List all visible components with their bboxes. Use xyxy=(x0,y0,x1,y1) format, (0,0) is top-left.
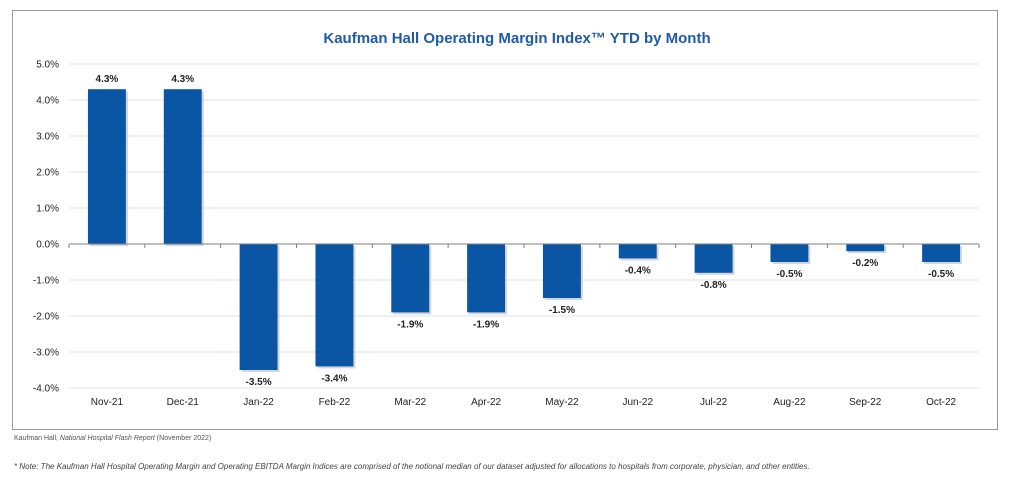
bar xyxy=(770,244,809,262)
gridlines xyxy=(69,63,979,389)
x-tick-label: May-22 xyxy=(545,397,579,408)
bar-chart: Kaufman Hall Operating Margin Index™ YTD… xyxy=(33,30,980,408)
y-tick-label: -3.0% xyxy=(33,348,59,359)
y-axis: 5.0% 4.0% 3.0% 2.0% 1.0% 0.0% -1.0% -2.0% -3.0% -… xyxy=(33,60,59,395)
data-label: -0.5% xyxy=(776,269,802,280)
y-tick-label: 5.0% xyxy=(36,60,59,71)
data-label: -1.9% xyxy=(397,319,423,330)
x-tick-label: Dec-21 xyxy=(167,397,200,408)
x-tick-label: Jan-22 xyxy=(243,397,274,408)
data-labels: 4.3% 4.3% -3.5% -3.4% -1.9% -1.9% -1.5% -0.4% -0… xyxy=(96,74,955,388)
x-tick-label: Jul-22 xyxy=(700,397,728,408)
bar xyxy=(467,244,506,313)
source-publication: National Hospital Flash Report xyxy=(59,435,155,442)
x-tick-label: Apr-22 xyxy=(471,397,501,408)
data-label: -1.9% xyxy=(473,319,499,330)
y-tick-label: -2.0% xyxy=(33,312,59,323)
x-tick-label: Oct-22 xyxy=(926,397,956,408)
x-tick-label: Aug-22 xyxy=(773,397,806,408)
bar xyxy=(922,244,961,262)
footnote: * Note: The Kaufman Hall Hospital Operat… xyxy=(14,462,810,471)
source-note: Kaufman Hall, National Hospital Flash Re… xyxy=(14,435,211,442)
bar xyxy=(618,244,657,259)
data-label: -1.5% xyxy=(549,305,575,316)
chart-frame: Kaufman Hall Operating Margin Index™ YTD… xyxy=(12,10,998,430)
x-tick-label: Feb-22 xyxy=(319,397,351,408)
y-tick-label: 3.0% xyxy=(36,132,59,143)
y-tick-label: -4.0% xyxy=(33,384,59,395)
bars xyxy=(87,89,963,372)
source-suffix: (November 2022) xyxy=(154,435,212,442)
data-label: -0.5% xyxy=(928,269,954,280)
y-tick-label: 2.0% xyxy=(36,168,59,179)
chart-title: Kaufman Hall Operating Margin Index™ YTD… xyxy=(323,30,710,47)
bar xyxy=(239,244,278,370)
data-label: -0.2% xyxy=(852,258,878,269)
data-label: -0.4% xyxy=(625,265,651,276)
data-label: 4.3% xyxy=(96,74,119,85)
x-tick-label: Sep-22 xyxy=(849,397,882,408)
bar xyxy=(542,244,581,298)
data-label: -3.5% xyxy=(246,377,272,388)
data-label: -3.4% xyxy=(321,373,347,384)
y-tick-label: 0.0% xyxy=(36,240,59,251)
bar xyxy=(694,244,733,273)
bar xyxy=(87,89,126,244)
x-tick-label: Mar-22 xyxy=(394,397,426,408)
x-tick-label: Nov-21 xyxy=(91,397,124,408)
data-label: -0.8% xyxy=(701,280,727,291)
y-tick-label: 4.0% xyxy=(36,96,59,107)
y-tick-label: -1.0% xyxy=(33,276,59,287)
bar xyxy=(163,89,202,244)
data-label: 4.3% xyxy=(171,74,194,85)
x-axis: Nov-21 Dec-21 Jan-22 Feb-22 Mar-22 Apr-22 May-… xyxy=(68,243,980,408)
x-tick-label: Jun-22 xyxy=(622,397,653,408)
bar xyxy=(391,244,430,313)
y-tick-label: 1.0% xyxy=(36,204,59,215)
bar xyxy=(315,244,354,367)
source-prefix: Kaufman Hall, xyxy=(14,435,60,442)
bar xyxy=(846,244,885,252)
